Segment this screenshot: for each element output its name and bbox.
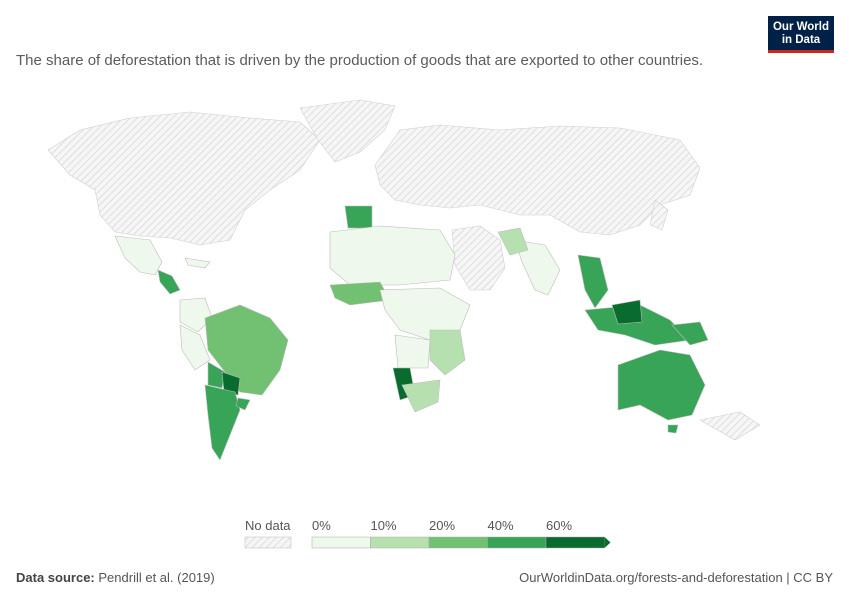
legend-no-data-swatch bbox=[244, 536, 292, 549]
region-caribbean[interactable] bbox=[184, 257, 211, 269]
region-europe-russia[interactable] bbox=[374, 124, 701, 236]
region-east-africa[interactable] bbox=[429, 329, 466, 376]
region-spain[interactable] bbox=[344, 205, 373, 229]
region-india[interactable] bbox=[514, 239, 561, 296]
source-value: Pendrill et al. (2019) bbox=[98, 570, 215, 585]
legend-bin-label: 40% bbox=[488, 518, 514, 533]
legend-bin-label: 20% bbox=[429, 518, 455, 533]
region-japan[interactable] bbox=[649, 199, 669, 231]
region-north-africa[interactable] bbox=[329, 225, 456, 286]
legend-bin-label: 10% bbox=[371, 518, 397, 533]
region-colombia[interactable] bbox=[179, 297, 213, 333]
region-myanmar-thailand[interactable] bbox=[577, 254, 609, 309]
region-antarctic-pen[interactable] bbox=[699, 411, 761, 441]
legend-bin-swatch[interactable] bbox=[428, 536, 488, 549]
legend: No data 0% 10% 20% 40% 60% bbox=[244, 518, 611, 549]
region-pakistan[interactable] bbox=[497, 227, 529, 256]
chart-subtitle: The share of deforestation that is drive… bbox=[16, 52, 704, 69]
logo-line-1: Our World bbox=[772, 21, 829, 33]
region-middle-east[interactable] bbox=[451, 225, 506, 291]
owid-logo[interactable]: Our World in Data bbox=[768, 16, 834, 53]
region-angola[interactable] bbox=[394, 334, 431, 369]
region-southern-africa[interactable] bbox=[401, 379, 441, 413]
legend-no-data-label: No data bbox=[245, 518, 291, 533]
legend-bin-label: 0% bbox=[312, 518, 331, 533]
legend-bin-label: 60% bbox=[546, 518, 572, 533]
world-map: No data 0% 10% 20% 40% 60% bbox=[47, 99, 761, 549]
data-source: Data source: Pendrill et al. (2019) bbox=[16, 570, 215, 585]
region-central-america[interactable] bbox=[157, 269, 181, 295]
region-tasmania[interactable] bbox=[667, 424, 679, 434]
source-label: Data source: bbox=[16, 570, 95, 585]
region-greenland[interactable] bbox=[299, 99, 396, 163]
region-papua[interactable] bbox=[671, 321, 709, 346]
legend-bin-swatch[interactable] bbox=[487, 536, 547, 549]
credit-link[interactable]: OurWorldinData.org/forests-and-deforesta… bbox=[519, 570, 833, 585]
region-paraguay[interactable] bbox=[221, 371, 241, 396]
region-peru[interactable] bbox=[179, 324, 211, 371]
region-uruguay[interactable] bbox=[235, 397, 251, 411]
region-west-africa[interactable] bbox=[329, 281, 391, 306]
region-australia[interactable] bbox=[617, 349, 706, 421]
region-mexico[interactable] bbox=[114, 235, 163, 276]
region-north-america[interactable] bbox=[47, 111, 321, 246]
legend-bin-swatch[interactable] bbox=[545, 536, 605, 549]
no-data-regions bbox=[47, 99, 761, 441]
region-bolivia[interactable] bbox=[207, 361, 226, 389]
legend-bin-swatch[interactable] bbox=[370, 536, 430, 549]
legend-bins: 0% 10% 20% 40% 60% bbox=[311, 518, 611, 549]
region-borneo[interactable] bbox=[611, 299, 643, 325]
region-argentina[interactable] bbox=[204, 384, 241, 461]
region-indonesia[interactable] bbox=[584, 304, 691, 346]
region-brazil[interactable] bbox=[204, 304, 289, 396]
country-fills bbox=[114, 205, 709, 461]
legend-bin-swatch[interactable] bbox=[311, 536, 371, 549]
logo-line-2: in Data bbox=[781, 34, 821, 46]
legend-arrow bbox=[604, 537, 611, 548]
